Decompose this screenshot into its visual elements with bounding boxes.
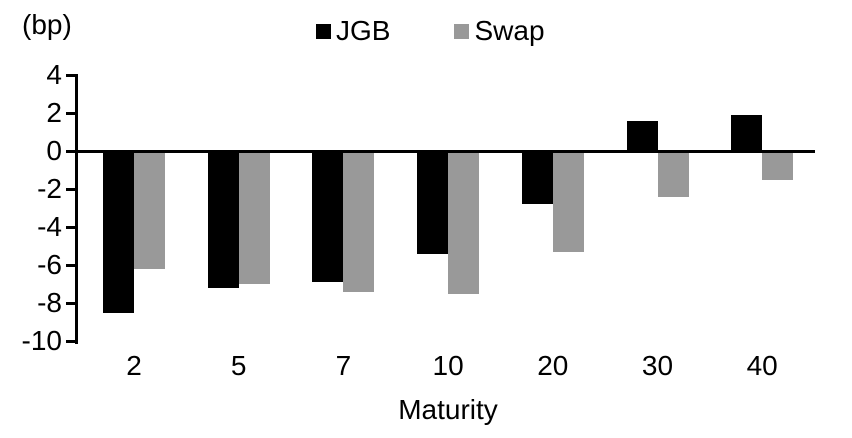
- y-tick-mark-2: [66, 112, 78, 115]
- bar-jgb-40: [731, 115, 763, 151]
- y-tick-label-2: 2: [46, 97, 62, 128]
- x-tick-label-2: 2: [126, 350, 142, 381]
- y-tick-label-4: 4: [46, 59, 62, 90]
- x-tick-label-5: 5: [230, 350, 247, 381]
- y-tick-label-0: 0: [46, 135, 62, 166]
- x-tick-label-7: 7: [335, 350, 352, 381]
- x-tick-label-20: 20: [537, 350, 569, 381]
- x-tick-label-10: 10: [432, 350, 464, 381]
- legend-item-swap: Swap: [454, 15, 545, 46]
- y-tick-mark-4: [66, 74, 78, 77]
- y-axis-line: [75, 74, 78, 344]
- y-tick-label--4: -4: [37, 211, 62, 242]
- y-tick-mark--6: [66, 264, 78, 267]
- bar-swap-30: [657, 151, 689, 197]
- y-tick-label--2: -2: [37, 173, 62, 204]
- y-tick-mark--2: [66, 188, 78, 191]
- x-tick-label-40: 40: [746, 350, 778, 381]
- y-tick-label--6: -6: [37, 249, 62, 280]
- bar-swap-10: [448, 151, 480, 294]
- y-tick-label--8: -8: [37, 287, 62, 318]
- y-tick-mark--10: [66, 340, 78, 343]
- bar-swap-20: [552, 151, 584, 252]
- bar-jgb-30: [626, 121, 658, 151]
- bar-jgb-2: [103, 151, 134, 313]
- legend-swatch-jgb: [316, 23, 331, 39]
- bar-jgb-10: [417, 151, 449, 254]
- y-tick-label--10: -10: [21, 325, 62, 356]
- x-axis-title: Maturity: [398, 394, 498, 425]
- bar-jgb-5: [207, 151, 239, 288]
- legend: JGB Swap: [316, 16, 545, 46]
- legend-swatch-swap: [454, 23, 470, 39]
- y-tick-mark-0: [66, 150, 78, 153]
- zero-baseline: [77, 150, 815, 153]
- bar-swap-40: [762, 151, 794, 180]
- legend-label-swap: Swap: [474, 15, 545, 46]
- y-axis-unit-label: (bp): [22, 9, 72, 40]
- y-tick-mark--8: [66, 302, 78, 305]
- bar-swap-2: [134, 151, 165, 269]
- legend-label-jgb: JGB: [336, 15, 391, 46]
- bar-jgb-20: [521, 151, 553, 204]
- legend-item-jgb: JGB: [316, 16, 390, 46]
- y-tick-mark--4: [66, 226, 78, 229]
- bar-jgb-7: [312, 151, 344, 282]
- x-tick-label-30: 30: [641, 350, 674, 381]
- bar-swap-7: [343, 151, 375, 292]
- bar-swap-5: [238, 151, 270, 284]
